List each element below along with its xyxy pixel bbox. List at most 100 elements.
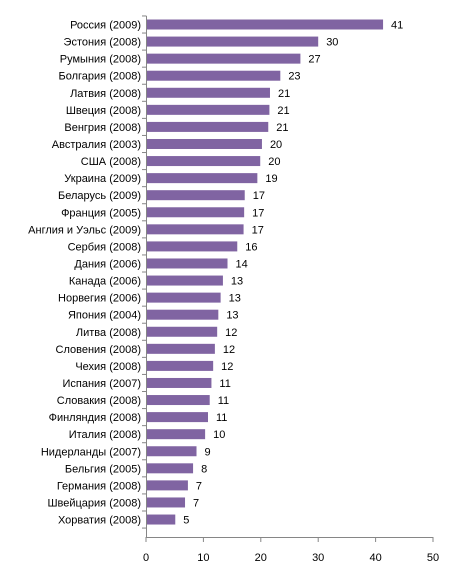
bar	[146, 429, 206, 440]
category-label: Австралия (2003)	[52, 139, 141, 151]
value-label: 20	[268, 156, 280, 168]
value-label: 11	[219, 378, 230, 390]
category-label: Франция (2005)	[61, 207, 141, 219]
bar	[146, 326, 218, 337]
category-label: Италия (2008)	[69, 429, 141, 441]
category-label: Украина (2009)	[64, 173, 141, 185]
category-label: Словения (2008)	[56, 344, 141, 356]
value-label: 12	[221, 361, 233, 373]
bars-layer	[146, 19, 384, 525]
bar	[146, 104, 270, 115]
bar	[146, 292, 221, 303]
value-label: 20	[270, 139, 282, 151]
bar	[146, 309, 219, 320]
bar	[146, 121, 269, 132]
x-tick-label: 0	[143, 552, 149, 564]
category-label: Россия (2009)	[70, 20, 141, 32]
x-tick-label: 30	[312, 552, 324, 564]
category-label: Беларусь (2009)	[58, 190, 141, 202]
bar	[146, 258, 228, 269]
bar	[146, 87, 270, 98]
bar	[146, 412, 208, 423]
category-label: Хорватия (2008)	[58, 515, 141, 527]
bar	[146, 241, 238, 252]
value-label: 19	[265, 173, 277, 185]
value-label: 11	[218, 395, 229, 407]
value-label: 27	[308, 54, 320, 66]
category-label: Эстония (2008)	[64, 37, 141, 49]
bar	[146, 53, 301, 64]
category-label: Венгрия (2008)	[64, 122, 141, 134]
category-label: США (2008)	[81, 156, 141, 168]
value-label: 9	[205, 446, 211, 458]
value-label: 8	[201, 463, 207, 475]
bar	[146, 343, 215, 354]
bar	[146, 446, 197, 457]
category-label: Литва (2008)	[76, 327, 141, 339]
category-label: Латвия (2008)	[70, 88, 141, 100]
value-label: 41	[391, 20, 403, 32]
category-label: Канада (2006)	[69, 276, 141, 288]
bar	[146, 19, 384, 30]
bar	[146, 70, 281, 81]
category-label: Нидерланды (2007)	[41, 446, 141, 458]
value-label: 30	[326, 37, 338, 49]
bar	[146, 395, 210, 406]
bar	[146, 224, 244, 235]
bar	[146, 190, 245, 201]
category-label: Болгария (2008)	[59, 71, 141, 83]
value-label: 12	[225, 327, 237, 339]
value-label: 12	[223, 344, 235, 356]
category-label: Дания (2006)	[74, 258, 141, 270]
category-label: Япония (2004)	[68, 310, 141, 322]
value-label: 13	[231, 276, 243, 288]
value-label: 21	[276, 122, 288, 134]
bar	[146, 207, 245, 218]
bar	[146, 463, 194, 474]
value-label: 7	[193, 497, 199, 509]
x-tick-label: 40	[369, 552, 381, 564]
value-label: 11	[216, 412, 227, 424]
category-label: Финляндия (2008)	[49, 412, 141, 424]
category-label: Англия и Уэльс (2009)	[28, 224, 141, 236]
bar	[146, 138, 262, 149]
value-label: 17	[253, 190, 265, 202]
bar	[146, 156, 261, 167]
category-label: Швейцария (2008)	[47, 497, 141, 509]
labels-layer: Россия (2009) 41 Эстония (2008) 30 Румыния (…	[28, 20, 439, 565]
x-tick-label: 50	[427, 552, 439, 564]
category-label: Норвегия (2006)	[58, 293, 141, 305]
value-label: 23	[288, 71, 300, 83]
value-label: 14	[236, 258, 248, 270]
value-label: 21	[278, 88, 290, 100]
bar	[146, 360, 214, 371]
value-label: 21	[277, 105, 289, 117]
category-label: Румыния (2008)	[60, 54, 141, 66]
category-label: Чехия (2008)	[75, 361, 141, 373]
value-label: 10	[213, 429, 225, 441]
value-label: 13	[229, 293, 241, 305]
value-label: 16	[245, 241, 257, 253]
bar	[146, 173, 258, 184]
bar	[146, 275, 223, 286]
category-label: Словакия (2008)	[57, 395, 141, 407]
value-label: 7	[196, 480, 202, 492]
value-label: 13	[226, 310, 238, 322]
category-label: Сербия (2008)	[68, 241, 141, 253]
bar	[146, 480, 188, 491]
bar	[146, 514, 176, 525]
category-label: Германия (2008)	[57, 480, 141, 492]
x-tick-label: 20	[255, 552, 267, 564]
bar	[146, 497, 186, 508]
bar	[146, 36, 319, 47]
value-label: 5	[183, 515, 189, 527]
category-label: Испания (2007)	[62, 378, 141, 390]
x-tick-label: 10	[197, 552, 209, 564]
category-label: Бельгия (2005)	[65, 463, 141, 475]
value-label: 17	[252, 207, 264, 219]
bar	[146, 377, 212, 388]
category-label: Швеция (2008)	[66, 105, 141, 117]
value-label: 17	[252, 224, 264, 236]
